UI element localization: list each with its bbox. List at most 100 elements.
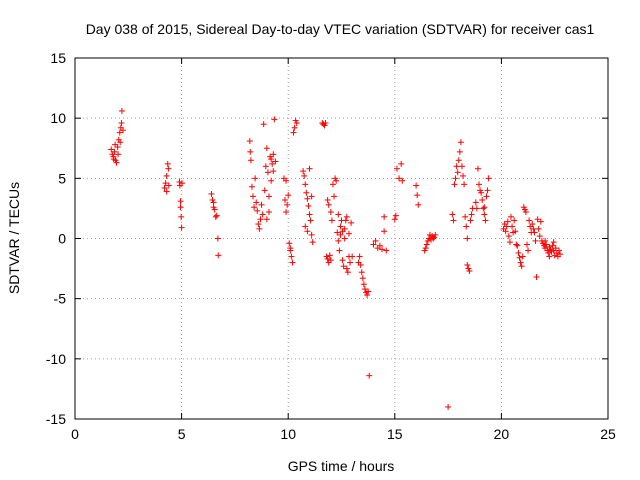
data-point: [511, 217, 518, 224]
data-point: [178, 224, 185, 231]
data-point: [423, 241, 430, 248]
data-point: [266, 209, 273, 216]
data-point: [347, 259, 354, 266]
data-point: [248, 183, 255, 190]
data-point: [523, 241, 530, 248]
data-point: [509, 223, 516, 230]
data-point: [259, 211, 266, 218]
data-point: [413, 182, 420, 189]
data-point: [546, 253, 553, 260]
data-point: [485, 175, 492, 182]
data-point: [283, 209, 290, 216]
data-point: [282, 196, 289, 203]
data-point: [110, 156, 117, 163]
data-point: [512, 228, 519, 235]
data-point: [457, 139, 464, 146]
data-point: [357, 261, 364, 268]
data-point: [398, 160, 405, 167]
data-point: [445, 403, 452, 410]
data-point: [178, 213, 185, 220]
x-tick-label: 5: [178, 426, 186, 442]
chart-title: Day 038 of 2015, Sidereal Day-to-day VTE…: [86, 21, 595, 37]
data-point: [162, 180, 169, 187]
data-point: [210, 199, 217, 206]
data-point: [478, 189, 485, 196]
data-point: [328, 217, 335, 224]
data-point: [309, 239, 316, 246]
data-point: [356, 253, 363, 260]
data-point: [213, 212, 220, 219]
data-point: [381, 228, 388, 235]
data-point: [289, 259, 296, 266]
y-axis-title: SDTVAR / TECUs: [6, 182, 22, 294]
data-point: [349, 253, 356, 260]
data-point: [379, 246, 386, 253]
data-point: [270, 151, 277, 158]
data-point: [304, 228, 311, 235]
data-point: [549, 242, 556, 249]
data-point: [112, 141, 119, 148]
data-point: [246, 138, 253, 145]
data-point: [502, 228, 509, 235]
data-point: [464, 235, 471, 242]
data-point: [324, 196, 331, 203]
data-point: [306, 211, 313, 218]
data-point: [327, 257, 334, 264]
data-point: [111, 148, 118, 155]
data-point: [270, 168, 277, 175]
data-point: [247, 148, 254, 155]
data-point: [253, 199, 260, 206]
data-point: [286, 240, 293, 247]
data-point: [483, 193, 490, 200]
x-tick-label: 20: [494, 426, 510, 442]
data-point: [119, 127, 126, 134]
data-point: [336, 247, 343, 254]
data-point: [263, 216, 270, 223]
data-point: [118, 107, 125, 114]
data-point: [117, 139, 124, 146]
data-point: [370, 241, 377, 248]
data-point: [550, 239, 557, 246]
data-point: [529, 221, 536, 228]
data-point: [531, 229, 538, 236]
data-point: [264, 169, 271, 176]
data-point: [208, 190, 215, 197]
data-point: [391, 216, 398, 223]
data-point: [115, 151, 122, 158]
data-point: [272, 158, 279, 165]
data-point: [269, 160, 276, 167]
data-point: [268, 156, 275, 163]
data-point: [329, 181, 336, 188]
x-tick-label: 15: [387, 426, 403, 442]
data-point: [308, 193, 315, 200]
data-point: [262, 163, 269, 170]
data-point: [383, 247, 390, 254]
plot-frame: [74, 57, 609, 420]
data-point: [513, 241, 520, 248]
data-point: [372, 237, 379, 244]
data-point: [308, 231, 315, 238]
data-point: [343, 265, 350, 272]
data-point: [557, 251, 564, 258]
data-point: [460, 172, 467, 179]
data-point: [116, 129, 123, 136]
data-point: [335, 211, 342, 218]
data-point: [364, 292, 371, 299]
data-point: [334, 229, 341, 236]
data-point: [522, 209, 529, 216]
data-point: [453, 163, 460, 170]
data-point: [287, 247, 294, 254]
data-point: [266, 193, 273, 200]
data-point: [258, 201, 265, 208]
data-point: [505, 233, 512, 240]
data-point: [422, 245, 429, 252]
data-point: [468, 211, 475, 218]
data-point: [463, 223, 470, 230]
y-tick-label: 15: [50, 50, 66, 66]
data-point: [118, 119, 125, 126]
data-point: [326, 252, 333, 259]
data-point: [519, 253, 526, 260]
data-point: [257, 216, 264, 223]
data-point: [302, 181, 309, 188]
